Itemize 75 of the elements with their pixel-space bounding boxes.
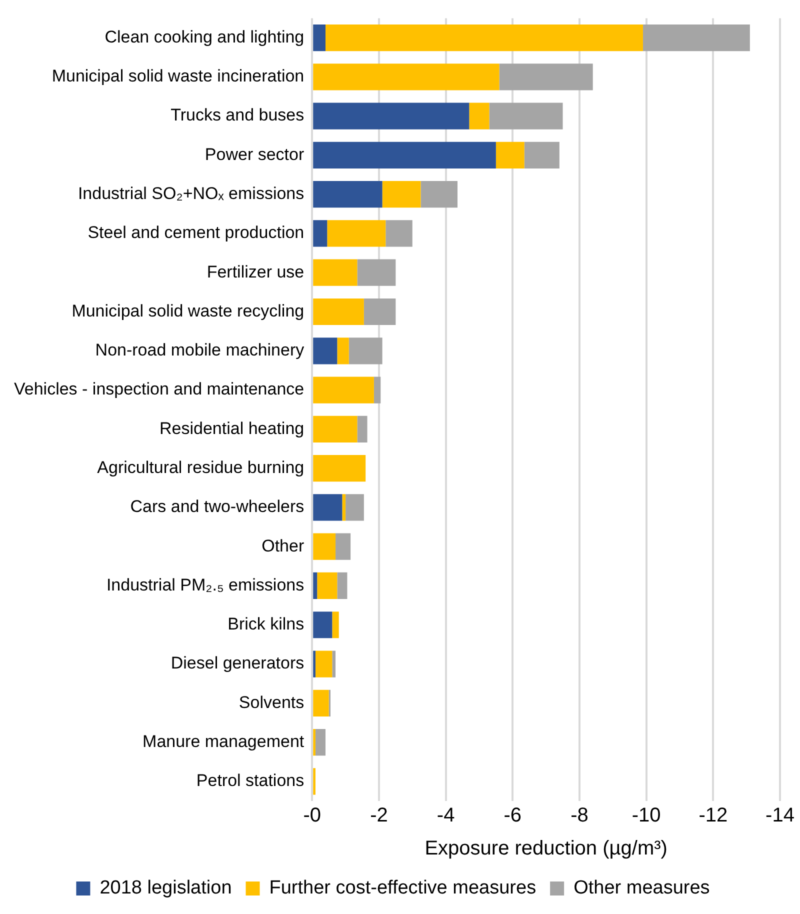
x-tick-label: -4: [436, 804, 455, 827]
bar: [332, 650, 336, 678]
y-tick-label: Brick kilns: [228, 614, 304, 634]
y-tick-label: Vehicles - inspection and maintenance: [14, 380, 304, 399]
x-tick-label: -6: [504, 804, 522, 827]
bar: [313, 455, 366, 482]
bar: [325, 24, 643, 52]
bar: [313, 338, 338, 364]
bar: [374, 376, 381, 404]
y-tick-label: Industrial SO₂+NOₓ emissions: [78, 184, 304, 204]
bar: [489, 102, 563, 130]
y-tick-label: Fertilizer use: [206, 262, 304, 282]
bar: [499, 64, 593, 90]
bar: [313, 690, 329, 716]
bar: [315, 728, 326, 756]
bar: [496, 142, 524, 168]
bar: [336, 533, 351, 560]
bar: [642, 24, 750, 52]
y-tick-label: Clean cooking and lighting: [104, 27, 304, 46]
bar: [342, 494, 346, 521]
bar: [313, 64, 500, 90]
y-tick-label: Power sector: [204, 144, 304, 164]
bar: [313, 181, 382, 208]
bar: [346, 494, 364, 521]
y-tick-label: Residential heating: [160, 418, 304, 438]
bar: [337, 572, 348, 600]
bar: [382, 181, 421, 208]
y-tick-label: Agricultural residue burning: [97, 458, 304, 477]
y-tick-label: Manure management: [142, 732, 304, 751]
bar: [313, 259, 358, 286]
bar: [313, 494, 342, 521]
bar: [313, 142, 496, 168]
bar: [469, 102, 490, 130]
bar: [313, 612, 332, 638]
bar: [348, 338, 382, 364]
bar: [313, 24, 326, 52]
bar: [357, 259, 396, 286]
y-tick-label: Cars and two-wheelers: [130, 497, 304, 516]
bar: [313, 376, 374, 404]
y-tick-label: Municipal solid waste recycling: [72, 301, 304, 320]
bar: [313, 572, 318, 600]
bar: [420, 181, 458, 208]
x-tick-label: -12: [698, 804, 728, 827]
x-tick-label: -14: [766, 804, 794, 827]
y-tick-label: Trucks and buses: [170, 106, 304, 125]
y-tick-label: Solvents: [238, 692, 304, 712]
bar: [357, 416, 368, 442]
bar: [524, 142, 560, 168]
x-tick-label: -2: [370, 804, 388, 827]
x-tick-label: -8: [570, 804, 588, 827]
y-tick-label: Municipal solid waste incineration: [52, 66, 304, 86]
legend-label: Other measures: [574, 878, 710, 899]
y-tick-label: Non-road mobile machinery: [95, 340, 305, 360]
y-tick-label: Other: [262, 536, 304, 556]
y-tick-label: Petrol stations: [196, 771, 304, 790]
bar: [364, 298, 396, 326]
x-tick-label: -10: [632, 804, 661, 827]
bar: [337, 338, 349, 364]
legend-label: 2018 legislation: [100, 878, 232, 899]
bar: [332, 612, 339, 638]
bar: [386, 220, 412, 247]
bar: [315, 650, 332, 678]
bar: [313, 220, 328, 247]
y-tick-label: Industrial PM₂.₅ emissions: [106, 575, 304, 594]
legend-label: Further cost-effective measures: [269, 878, 536, 899]
y-tick-label: Diesel generators: [170, 654, 304, 673]
bar: [327, 220, 386, 247]
bar: [313, 102, 470, 130]
bar: [313, 533, 336, 560]
bar: [313, 298, 364, 326]
x-tick-label: -0: [303, 804, 322, 827]
y-tick-label: Steel and cement production: [88, 223, 304, 242]
x-axis-title: Exposure reduction (µg/m³): [424, 838, 668, 860]
bar: [317, 572, 338, 600]
bar: [313, 416, 358, 442]
